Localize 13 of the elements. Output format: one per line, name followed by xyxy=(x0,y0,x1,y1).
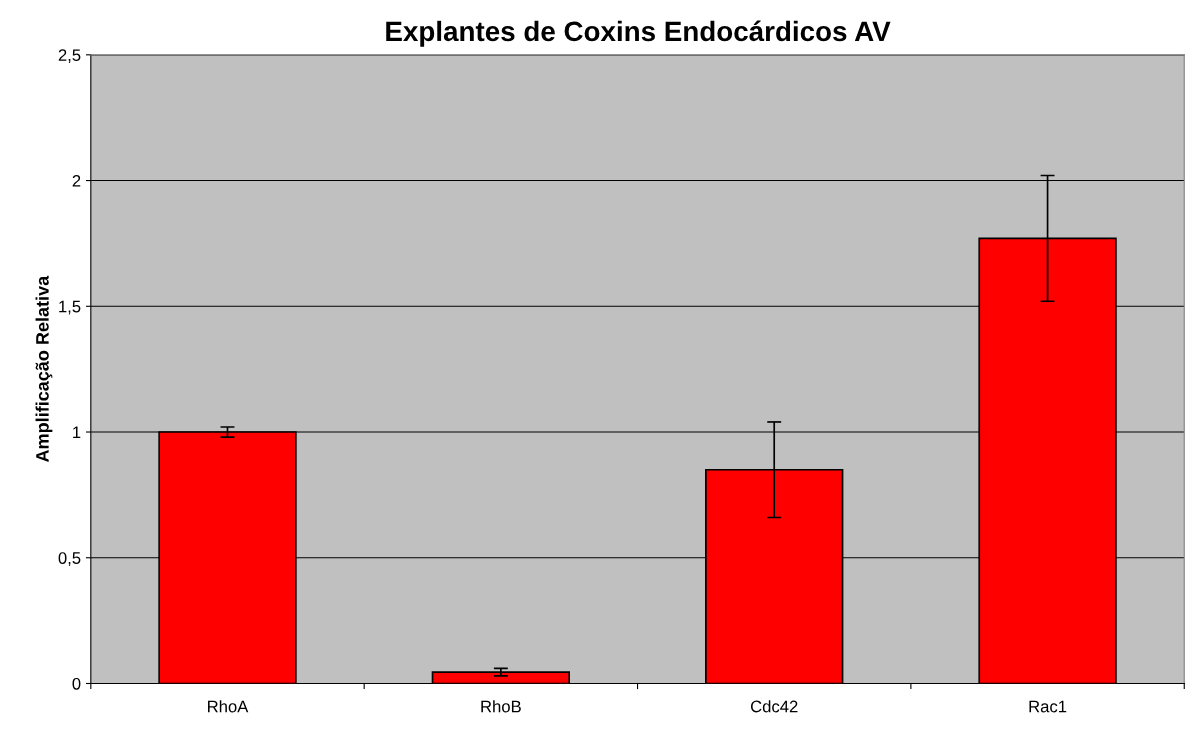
y-tick-label: 2 xyxy=(72,174,81,187)
y-tick-label: 2,5 xyxy=(58,49,81,63)
x-tick-label: RhoB xyxy=(481,700,521,713)
x-tick-label: Rac1 xyxy=(1029,700,1067,713)
chart-title: Explantes de Coxins Endocárdicos AV xyxy=(386,20,891,47)
x-tick-label: Cdc42 xyxy=(750,700,798,713)
y-tick-label: 1,5 xyxy=(59,300,81,315)
y-axis-title: Amplificação Relativa xyxy=(35,275,53,463)
x-tick-label: RhoA xyxy=(208,700,249,713)
y-tick-label: 1 xyxy=(73,426,81,439)
y-tick-label: 0 xyxy=(72,677,81,690)
bar xyxy=(431,671,571,684)
y-tick-label: 0,5 xyxy=(58,552,81,566)
